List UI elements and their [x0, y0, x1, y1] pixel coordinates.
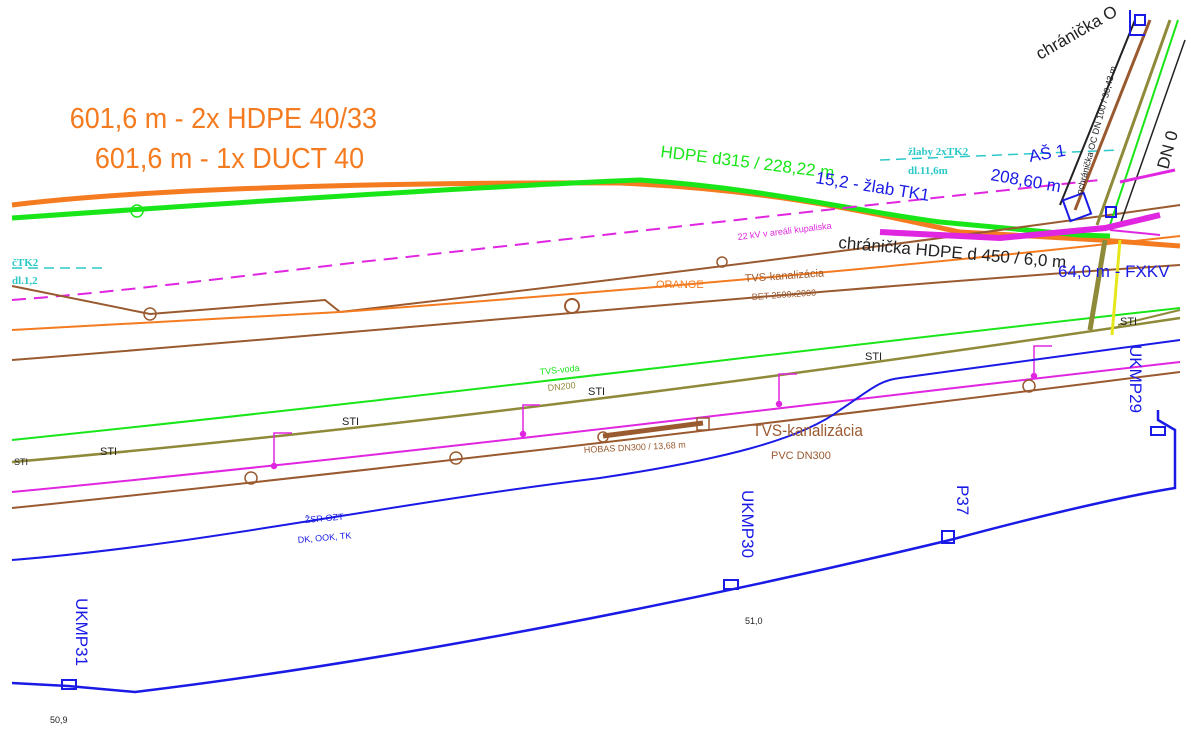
label-km-50: 50,9 [50, 715, 68, 725]
orange-node [564, 298, 580, 314]
magenta-pipe [11, 361, 1181, 493]
green-hdpe-d315 [11, 177, 1111, 239]
label-dn-top-right: DN 0 [1154, 129, 1182, 171]
olive-sti-line [11, 316, 1181, 464]
label-zsr-ozt: ŽSR-OZT [304, 512, 344, 525]
label-zlaby-dl: dl.11,6m [908, 165, 948, 177]
label-chranicka-top: chránička O [1033, 2, 1121, 64]
brown-manholes [244, 379, 1036, 485]
label-zlaby-2xtk2: žlaby 2xTK2 [908, 146, 969, 158]
brown-node [143, 307, 157, 321]
label-orange: ORANGE [656, 279, 704, 291]
brown-line-mid [11, 264, 1181, 361]
label-sti: STI [865, 351, 882, 363]
label-sti: STI [1120, 316, 1137, 328]
cyan-dashed-top [879, 149, 1121, 161]
label-km-51: 51,0 [745, 616, 763, 626]
label-dk-ook: DK, OOK, TK [297, 530, 352, 545]
vertical-corridor [879, 10, 1186, 336]
label-left-tk2: čTK2 [12, 257, 39, 269]
label-left-dl: dl.1,2 [12, 275, 38, 287]
label-hdpe-d315: HDPE d315 / 228,22 m [660, 142, 836, 182]
label-dn200: DN200 [547, 380, 576, 393]
label-tvs-kanal-bottom: TVS-kanalizácia [752, 421, 862, 440]
label-ukmp31: UKMP31 [72, 598, 91, 666]
label-tvs-voda: TVS-voda [539, 363, 580, 377]
blue-box [1150, 426, 1166, 436]
brown-kanal-bottom [11, 371, 1181, 509]
blue-main-bottom [11, 410, 1177, 694]
label-sti: STI [14, 457, 28, 467]
label-ukmp29: UKMP29 [1126, 345, 1145, 413]
p37-box [941, 530, 955, 544]
label-ukmp30: UKMP30 [738, 490, 757, 558]
label-as1: AŠ 1 [1027, 141, 1067, 166]
label-pvc: PVC DN300 [771, 450, 831, 462]
magenta-risers [270, 345, 1052, 470]
blue-zsr-ozt [11, 339, 1181, 561]
orange-line-thin [11, 235, 1181, 331]
green-node [130, 204, 144, 218]
label-sti: STI [588, 386, 605, 398]
label-bet: BET 2500x2000 [751, 288, 816, 302]
green-tvs-voda [11, 307, 1181, 441]
hobas-thick [602, 420, 704, 439]
label-p37: P37 [953, 485, 972, 515]
ukmp31-box [61, 679, 77, 690]
brown-node [716, 256, 728, 268]
label-tvs-kanal-top: TVS-kanalizácia [744, 267, 825, 285]
ukmp30-box [723, 579, 739, 590]
magenta-22kv-dashed [11, 179, 1101, 301]
title-line-1: 601,6 m - 2x HDPE 40/33 [70, 102, 377, 134]
label-sti: STI [342, 416, 359, 428]
title-line-2: 601,6 m - 1x DUCT 40 [95, 142, 364, 174]
label-sti: STI [100, 446, 117, 458]
brown-line-upper [11, 204, 1181, 316]
label-vertical-small: ochránička OC DN 100 / 30,43 m [1074, 65, 1118, 196]
label-chranicka-hdpe: chránička HDPE d 450 / 6,0 m [838, 233, 1067, 272]
label-22kv: 22 kV v areáli kupaliska [737, 221, 832, 242]
label-fxkv: 64,0 m - FXKV [1058, 262, 1170, 281]
